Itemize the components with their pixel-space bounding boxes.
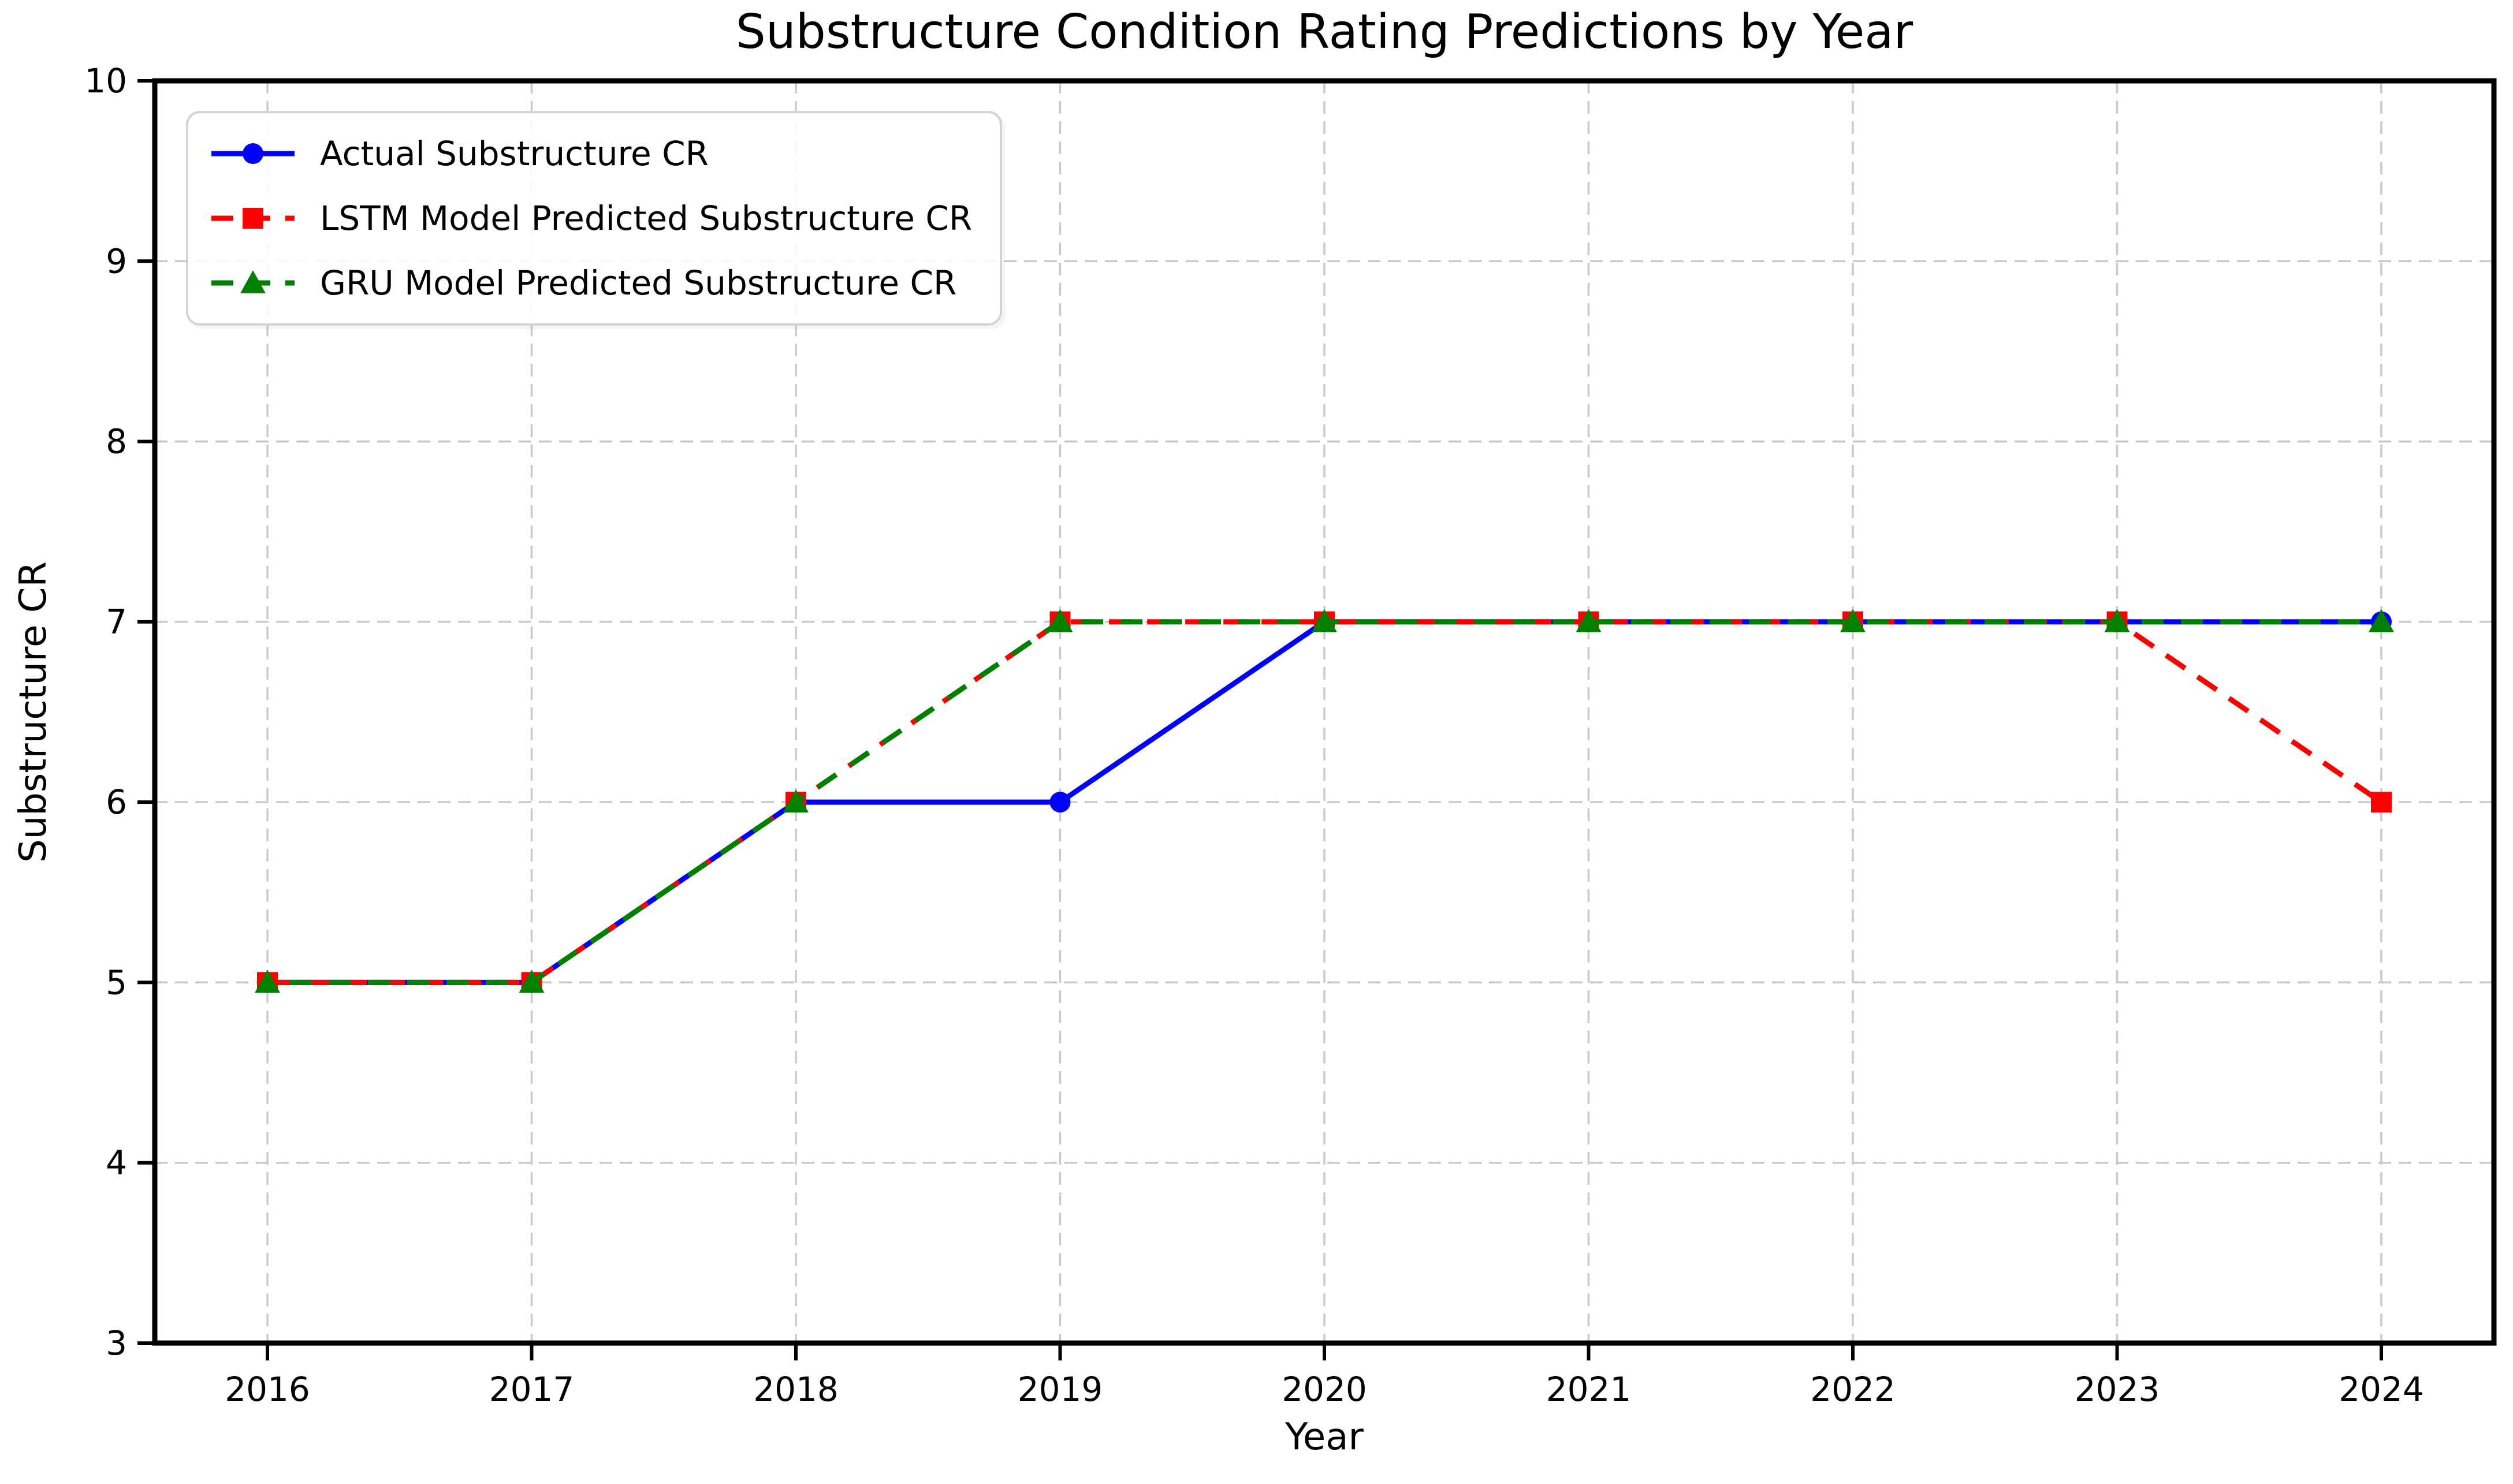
triangle-marker xyxy=(1047,609,1073,632)
triangle-marker xyxy=(240,270,266,293)
square-marker xyxy=(2371,792,2392,813)
triangle-marker xyxy=(1312,609,1337,632)
x-tick-label: 2018 xyxy=(753,1370,839,1409)
triangle-marker xyxy=(1576,609,1602,632)
y-tick-label: 7 xyxy=(106,602,127,642)
circle-marker xyxy=(243,143,263,164)
square-marker xyxy=(243,208,263,229)
x-tick-label: 2019 xyxy=(1018,1370,1103,1409)
y-tick-label: 8 xyxy=(106,422,127,461)
y-tick-label: 10 xyxy=(84,61,127,100)
legend: Actual Substructure CR LSTM Model Predic… xyxy=(186,111,1003,326)
legend-label: LSTM Model Predicted Substructure CR xyxy=(320,199,973,238)
legend-item-lstm: LSTM Model Predicted Substructure CR xyxy=(209,197,972,239)
circle-marker xyxy=(1049,792,1071,813)
legend-label: GRU Model Predicted Substructure CR xyxy=(320,263,957,303)
y-tick-label: 5 xyxy=(106,963,127,1002)
y-tick-label: 6 xyxy=(106,782,127,822)
triangle-marker xyxy=(519,970,545,993)
legend-item-actual: Actual Substructure CR xyxy=(209,133,972,174)
x-axis-label: Year xyxy=(1285,1416,1364,1459)
x-tick-label: 2023 xyxy=(2075,1370,2160,1409)
x-tick-label: 2017 xyxy=(489,1370,575,1409)
x-tick-label: 2022 xyxy=(1810,1370,1896,1409)
axis-ticks xyxy=(137,79,2383,1360)
x-tick-label: 2020 xyxy=(1282,1370,1367,1409)
triangle-marker xyxy=(2369,609,2394,632)
triangle-marker xyxy=(2104,609,2130,632)
tick-labels: 2016 2017 2018 2019 2020 2021 2022 2023 2024 3 4 5 6… xyxy=(84,61,2424,1409)
y-axis-label: Substructure CR xyxy=(12,561,55,863)
chart-title: Substructure Condition Rating Prediction… xyxy=(735,5,1913,59)
triangle-marker xyxy=(255,970,280,993)
triangle-marker xyxy=(783,789,809,813)
y-tick-label: 4 xyxy=(106,1143,127,1183)
dashed-line-triangle-marker-icon xyxy=(211,270,295,293)
line-circle-marker-icon xyxy=(211,143,295,164)
x-tick-label: 2024 xyxy=(2339,1370,2424,1409)
x-tick-label: 2021 xyxy=(1546,1370,1632,1409)
y-tick-label: 9 xyxy=(106,241,127,281)
axes-spines xyxy=(152,78,2497,1346)
legend-item-gru: GRU Model Predicted Substructure CR xyxy=(209,262,972,304)
series-gru-model-predicted-substructure-cr xyxy=(255,609,2394,993)
dashed-line-square-marker-icon xyxy=(211,208,295,229)
legend-label: Actual Substructure CR xyxy=(320,134,709,173)
x-tick-label: 2016 xyxy=(225,1370,310,1409)
triangle-marker xyxy=(1840,609,1866,632)
y-tick-label: 3 xyxy=(106,1323,127,1363)
